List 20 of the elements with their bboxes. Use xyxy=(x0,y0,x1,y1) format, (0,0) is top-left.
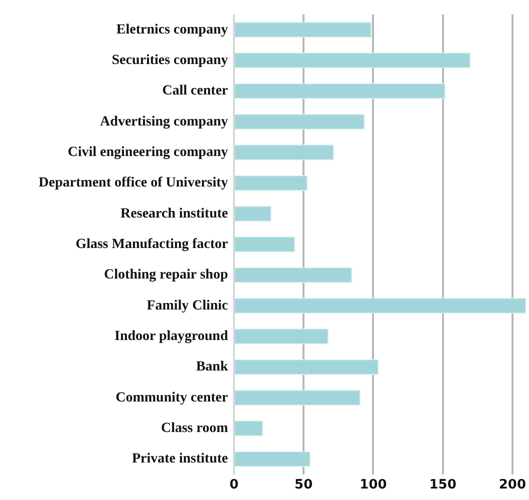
y-tick-label: Department office of University xyxy=(38,176,228,191)
x-tick-label: 50 xyxy=(294,478,313,493)
y-tick-label: Community center xyxy=(116,390,228,406)
y-tick-label: Class room xyxy=(160,421,228,436)
y-tick-label: Eletrnics company xyxy=(116,22,228,38)
y-tick-label: Bank xyxy=(196,360,228,375)
y-tick-label: Call center xyxy=(162,84,228,99)
y-tick-label: Glass Manufacting factor xyxy=(76,237,228,252)
y-tick-label: Family Clinic xyxy=(146,298,228,314)
x-tick-label: 0 xyxy=(229,478,239,493)
x-tick-label: 200 xyxy=(498,478,526,493)
y-tick-label: Research institute xyxy=(120,206,228,222)
y-tick-label: Private institute xyxy=(132,452,228,467)
y-tick-label: Civil engineering company xyxy=(68,145,228,160)
x-tick-label: 150 xyxy=(429,478,456,493)
x-tick-label: 100 xyxy=(360,478,387,493)
y-tick-label: Clothing repair shop xyxy=(104,268,228,283)
y-tick-label: Advertising company xyxy=(100,114,228,130)
y-tick-label: Securities company xyxy=(112,53,228,68)
y-tick-label: Indoor playground xyxy=(114,329,228,344)
